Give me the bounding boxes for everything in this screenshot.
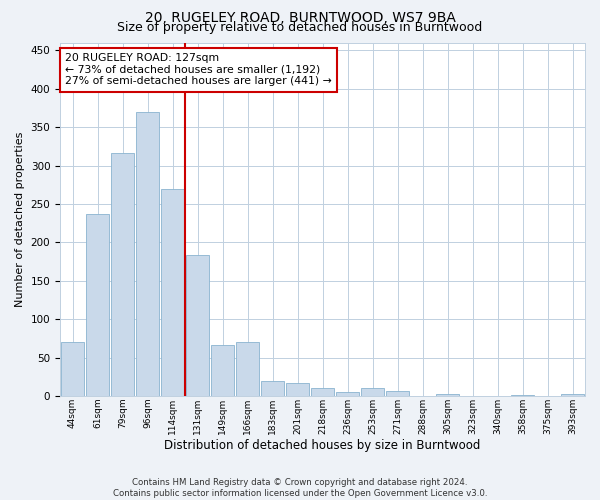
- Text: 20, RUGELEY ROAD, BURNTWOOD, WS7 9BA: 20, RUGELEY ROAD, BURNTWOOD, WS7 9BA: [145, 11, 455, 25]
- Bar: [336, 392, 359, 396]
- Bar: [211, 344, 234, 396]
- Bar: [186, 254, 209, 396]
- Bar: [161, 188, 184, 396]
- Bar: [386, 391, 409, 396]
- Bar: [561, 394, 584, 396]
- Bar: [361, 388, 384, 396]
- Text: Contains HM Land Registry data © Crown copyright and database right 2024.
Contai: Contains HM Land Registry data © Crown c…: [113, 478, 487, 498]
- Bar: [286, 383, 309, 396]
- Text: 20 RUGELEY ROAD: 127sqm
← 73% of detached houses are smaller (1,192)
27% of semi: 20 RUGELEY ROAD: 127sqm ← 73% of detache…: [65, 53, 332, 86]
- Bar: [511, 394, 534, 396]
- Text: Size of property relative to detached houses in Burntwood: Size of property relative to detached ho…: [118, 21, 482, 34]
- Bar: [136, 112, 159, 396]
- Bar: [86, 214, 109, 396]
- Bar: [436, 394, 459, 396]
- Y-axis label: Number of detached properties: Number of detached properties: [15, 132, 25, 307]
- Bar: [236, 342, 259, 396]
- Bar: [111, 153, 134, 396]
- Bar: [61, 342, 84, 396]
- Bar: [311, 388, 334, 396]
- Bar: [261, 381, 284, 396]
- X-axis label: Distribution of detached houses by size in Burntwood: Distribution of detached houses by size …: [164, 440, 481, 452]
